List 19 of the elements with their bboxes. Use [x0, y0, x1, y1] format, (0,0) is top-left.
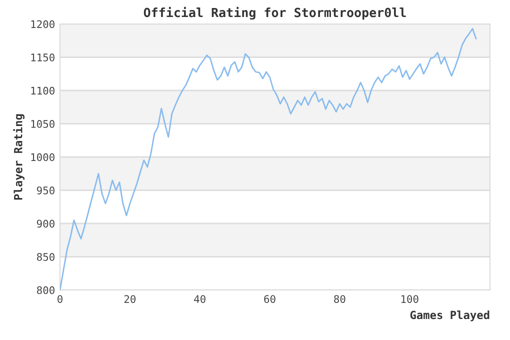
y-tick-label: 1100: [31, 86, 54, 95]
y-tick-label: 950: [36, 186, 54, 194]
line-series: [60, 28, 477, 290]
y-tick-label: 1150: [31, 54, 54, 62]
x-axis-title: Games Played: [410, 310, 490, 322]
y-tick-label: 1000: [31, 153, 54, 162]
x-tick-label: 20: [124, 295, 136, 303]
y-tick-label: 1050: [31, 120, 54, 128]
y-axis-title: Player Rating: [13, 114, 24, 200]
y-tick-label: 900: [36, 220, 54, 228]
x-tick-label: 80: [334, 295, 346, 303]
x-tick-label: 100: [401, 295, 418, 303]
chart-title: Official Rating for Stormtrooper0ll: [144, 6, 406, 20]
y-tick-label: 800: [36, 286, 54, 294]
y-tick-label: 1200: [31, 20, 54, 28]
x-tick-label: 0: [58, 295, 62, 303]
y-tick-label: 850: [36, 253, 54, 261]
x-tick-label: 40: [194, 295, 206, 303]
x-tick-label: 60: [264, 295, 276, 303]
